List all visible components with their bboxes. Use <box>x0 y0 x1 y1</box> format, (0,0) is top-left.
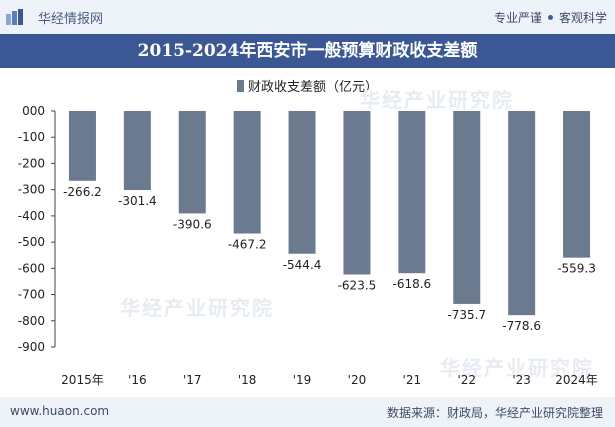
brand-name: 华经情报网 <box>38 12 104 27</box>
bar <box>563 111 591 258</box>
y-tick-label: 000 <box>22 104 45 118</box>
bar <box>453 111 481 304</box>
bar-value-label: -618.6 <box>393 277 432 291</box>
legend-swatch <box>236 80 244 92</box>
legend-label: 财政收支差额（亿元） <box>247 80 378 95</box>
y-tick-label: -200 <box>18 156 45 170</box>
y-tick-label: -100 <box>18 130 45 144</box>
y-tick-label: -300 <box>18 183 45 197</box>
bar <box>178 111 206 214</box>
x-tick-label: 2024年 <box>555 373 598 387</box>
x-tick-label: '16 <box>128 373 147 387</box>
watermark: 华经产业研究院 <box>440 356 594 380</box>
slogan-tags: 专业严谨 客观科学 <box>494 9 607 26</box>
bar <box>233 111 261 234</box>
y-tick-label: -500 <box>18 235 45 249</box>
bar-value-label: -390.6 <box>173 217 212 231</box>
bar <box>343 111 371 275</box>
x-tick-label: 2015年 <box>61 373 104 387</box>
huajing-logo-icon <box>6 9 23 25</box>
y-tick-label: -800 <box>18 314 45 328</box>
bar <box>123 111 151 191</box>
title-bar <box>0 34 615 68</box>
tag-professional: 专业严谨 <box>493 11 542 25</box>
y-tick-label: -700 <box>18 288 45 302</box>
bar-value-label: -735.7 <box>447 308 486 322</box>
y-tick-label: -900 <box>18 340 45 354</box>
separator-dot-icon <box>547 15 553 20</box>
tag-objective: 客观科学 <box>558 11 607 25</box>
x-tick-label: '17 <box>183 373 202 387</box>
bar-value-label: -778.6 <box>502 319 541 333</box>
bar-value-label: -301.4 <box>118 194 157 208</box>
x-tick-label: '19 <box>293 373 312 387</box>
footer-bar <box>0 397 615 427</box>
bar <box>508 111 536 316</box>
chart-title: 2015-2024年西安市一般预算财政收支差额 <box>137 41 478 61</box>
footer-website-link[interactable]: www.huaon.com <box>10 404 110 418</box>
bar-value-label: -266.2 <box>63 185 102 199</box>
watermark: 华经产业研究院 <box>120 296 274 320</box>
legend: 财政收支差额（亿元） <box>0 76 615 95</box>
x-tick-label: '20 <box>348 373 367 387</box>
bar <box>68 111 96 181</box>
bar-value-label: -467.2 <box>228 238 267 252</box>
x-tick-label: '18 <box>238 373 257 387</box>
bar-value-label: -623.5 <box>338 278 377 292</box>
y-tick-label: -600 <box>18 261 45 275</box>
bar <box>288 111 316 254</box>
x-tick-label: '23 <box>512 373 531 387</box>
data-source-note: 数据来源：财政局，华经产业研究院整理 <box>386 406 603 420</box>
bar-value-label: -544.4 <box>283 258 322 272</box>
bar-value-label: -559.3 <box>557 262 596 276</box>
watermark: 华经产业研究院 <box>360 88 514 112</box>
bar <box>398 111 426 274</box>
y-tick-label: -400 <box>18 209 45 223</box>
x-tick-label: '22 <box>457 373 476 387</box>
x-tick-label: '21 <box>403 373 422 387</box>
top-bar <box>0 0 615 34</box>
